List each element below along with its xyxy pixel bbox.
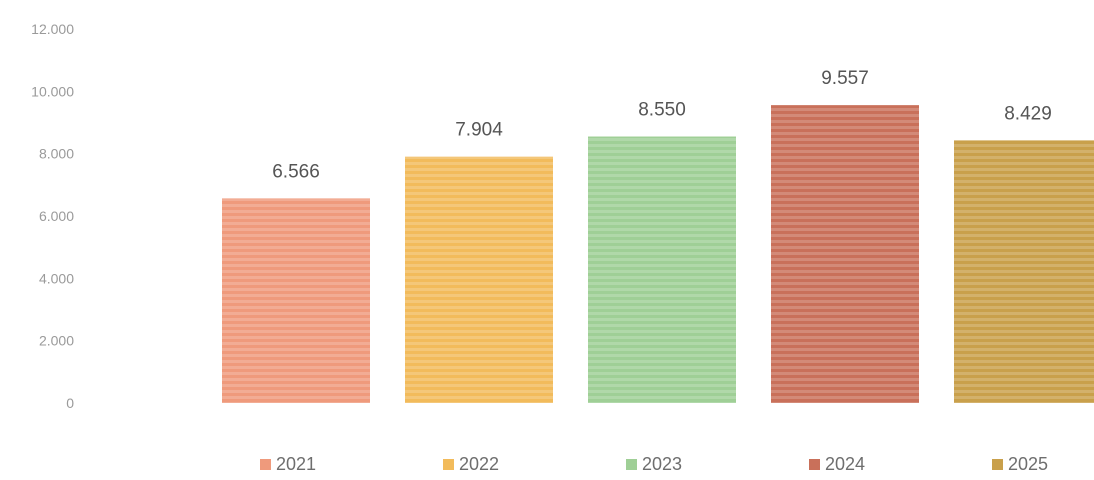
- data-label: 6.566: [272, 161, 320, 182]
- data-label: 8.429: [1004, 103, 1052, 124]
- legend: 2021 2022 2023 2024 2025: [260, 454, 1048, 474]
- y-tick-label: 4.000: [39, 270, 74, 286]
- data-label: 8.550: [638, 100, 686, 121]
- legend-swatch: [260, 459, 271, 470]
- bars: [222, 105, 1094, 403]
- data-label: 9.557: [821, 68, 869, 89]
- legend-label: 2021: [276, 454, 316, 474]
- bar-texture: [954, 140, 1094, 403]
- y-tick-label: 8.000: [39, 146, 74, 162]
- y-tick-label: 2.000: [39, 333, 74, 349]
- data-labels: 6.566 7.904 8.550 9.557 8.429: [272, 68, 1052, 182]
- legend-label: 2023: [642, 454, 682, 474]
- bar-texture: [405, 156, 553, 403]
- legend-swatch: [443, 459, 454, 470]
- y-tick-label: 6.000: [39, 208, 74, 224]
- legend-label: 2025: [1008, 454, 1048, 474]
- bar-texture: [222, 198, 370, 403]
- y-tick-label: 12.000: [31, 21, 74, 37]
- legend-label: 2024: [825, 454, 865, 474]
- legend-label: 2022: [459, 454, 499, 474]
- bar-texture: [588, 136, 736, 403]
- legend-swatch: [626, 459, 637, 470]
- legend-swatch: [992, 459, 1003, 470]
- y-axis: 0 2.000 4.000 6.000 8.000 10.000 12.000: [31, 21, 74, 411]
- legend-swatch: [809, 459, 820, 470]
- data-label: 7.904: [455, 120, 503, 141]
- y-tick-label: 0: [66, 395, 74, 411]
- bar-texture: [771, 105, 919, 403]
- y-tick-label: 10.000: [31, 83, 74, 99]
